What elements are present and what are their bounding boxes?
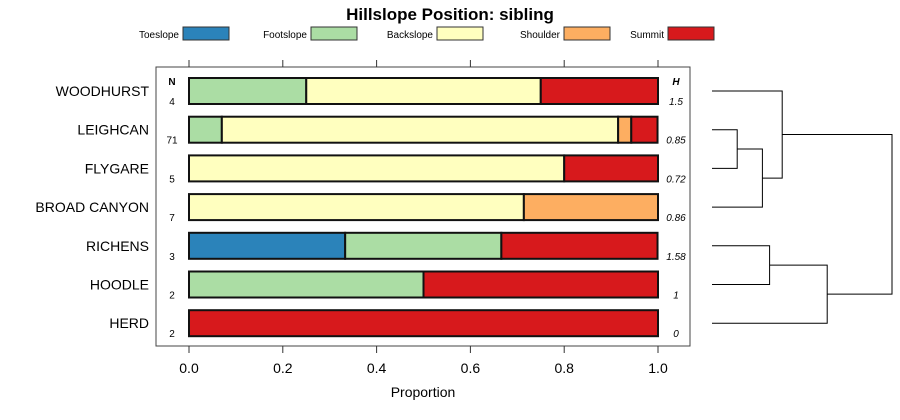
h-value: 1 — [673, 291, 679, 302]
legend-label-shoulder: Shoulder — [520, 30, 561, 41]
bar-segment-backslope — [188, 193, 525, 222]
legend-swatch-toeslope — [182, 26, 230, 41]
bar-segment-shoulder — [522, 193, 660, 222]
row-label: LEIGHCAN — [77, 122, 149, 138]
x-tick-label: 0.6 — [461, 360, 481, 376]
row-label: WOODHURST — [56, 83, 150, 99]
n-header: N — [168, 77, 175, 88]
n-value: 2 — [169, 291, 175, 302]
bar-segment-footslope — [344, 231, 503, 260]
dendrogram-branch — [712, 129, 738, 169]
h-value: 1.58 — [666, 252, 686, 263]
x-tick-label: 0.4 — [367, 360, 387, 376]
bar-segment-backslope — [188, 154, 566, 183]
dendrogram-branch — [782, 134, 893, 295]
bar-segment-summit — [500, 231, 659, 260]
h-value: 0.86 — [666, 213, 686, 224]
x-tick-label: 1.0 — [648, 360, 668, 376]
legend-label-footslope: Footslope — [263, 30, 307, 41]
bar-segment-backslope — [305, 77, 542, 105]
legend-label-backslope: Backslope — [387, 30, 434, 41]
bar-segment-footslope — [188, 270, 425, 299]
legend-swatch-shoulder — [563, 26, 611, 41]
row-label: BROAD CANYON — [35, 199, 149, 215]
dendrogram — [712, 90, 893, 324]
axes: 0.0 0.2 0.4 0.6 0.8 1.0 — [179, 60, 668, 376]
chart-title: Hillslope Position: sibling — [346, 5, 554, 24]
bar-segment-summit — [188, 309, 659, 338]
h-value: 0.85 — [666, 136, 686, 147]
h-value: 0 — [673, 329, 679, 340]
row-label: FLYGARE — [85, 160, 149, 176]
n-value: 71 — [166, 136, 178, 147]
h-value: 1.5 — [669, 97, 683, 108]
legend-swatch-summit — [667, 26, 715, 41]
bar-segment-backslope — [220, 115, 620, 144]
legend-label-summit: Summit — [630, 30, 664, 41]
bar-segment-summit — [422, 270, 659, 299]
bar-segment-toeslope — [188, 231, 347, 260]
plot-panel — [155, 66, 691, 347]
bar-segment-footslope — [188, 77, 308, 105]
n-value: 3 — [169, 252, 175, 263]
row-label: HOODLE — [90, 277, 149, 293]
legend: Toeslope Footslope Backslope Shoulder Summit — [139, 26, 715, 41]
bar-segment-summit — [539, 77, 659, 105]
dendrogram-branch — [712, 245, 771, 285]
bar-segment-summit — [630, 115, 659, 144]
legend-swatch-backslope — [436, 26, 484, 41]
legend-swatch-footslope — [310, 26, 358, 41]
x-tick-label: 0.8 — [554, 360, 574, 376]
bar-segment-shoulder — [617, 115, 633, 144]
h-header: H — [672, 77, 680, 88]
x-axis-label: Proportion — [391, 384, 456, 400]
row-label: RICHENS — [86, 238, 149, 254]
n-value: 5 — [169, 174, 175, 185]
x-tick-label: 0.0 — [179, 360, 199, 376]
bar-segment-summit — [563, 154, 660, 183]
legend-label-toeslope: Toeslope — [139, 30, 179, 41]
n-value: 4 — [169, 97, 175, 108]
row-label: HERD — [109, 315, 149, 331]
bar-segment-footslope — [188, 115, 223, 144]
dendrogram-branch — [712, 90, 783, 179]
x-tick-label: 0.2 — [273, 360, 293, 376]
n-value: 7 — [169, 213, 175, 224]
n-value: 2 — [169, 329, 175, 340]
h-value: 0.72 — [666, 174, 686, 185]
